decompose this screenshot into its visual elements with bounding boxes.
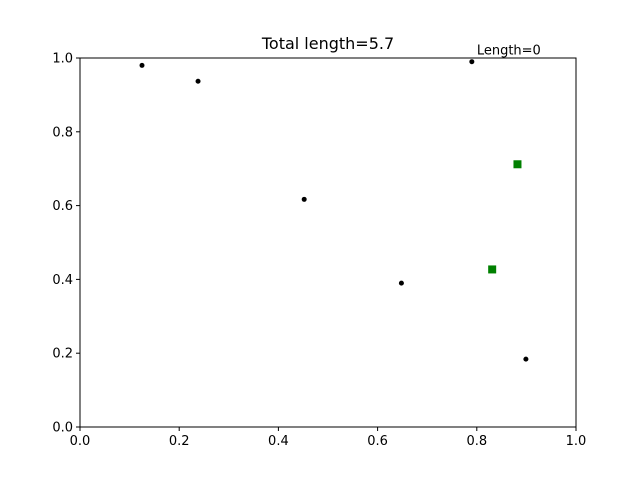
point-marker bbox=[139, 62, 145, 68]
x-tick-label: 0.2 bbox=[169, 434, 190, 449]
point-marker bbox=[469, 59, 475, 65]
axes-frame bbox=[79, 57, 577, 428]
x-axis: 0.0 0.2 0.4 0.6 0.8 1.0 bbox=[70, 427, 587, 449]
y-tick-label: 0.0 bbox=[52, 421, 73, 436]
annotations: Length=0 bbox=[477, 44, 541, 59]
point-annotation: Length=0 bbox=[477, 44, 541, 59]
square-marker bbox=[488, 265, 497, 274]
y-tick-label: 0.4 bbox=[52, 273, 73, 288]
chart-title: Total length=5.7 bbox=[261, 34, 394, 53]
y-axis: 0.0 0.2 0.4 0.6 0.8 1.0 bbox=[52, 52, 80, 436]
square-marker bbox=[513, 160, 522, 169]
x-tick-label: 1.0 bbox=[566, 434, 587, 449]
x-tick-label: 0.6 bbox=[367, 434, 388, 449]
point-marker bbox=[523, 356, 529, 362]
point-marker bbox=[301, 196, 307, 202]
y-tick-label: 0.6 bbox=[52, 199, 73, 214]
y-tick-label: 1.0 bbox=[52, 52, 73, 67]
y-tick-label: 0.8 bbox=[52, 125, 73, 140]
x-tick-label: 0.8 bbox=[466, 434, 487, 449]
x-tick-label: 0.0 bbox=[70, 434, 91, 449]
plot-area bbox=[79, 57, 577, 428]
y-tick-label: 0.2 bbox=[52, 347, 73, 362]
data-points bbox=[139, 59, 529, 362]
point-marker bbox=[195, 78, 201, 84]
x-tick-label: 0.4 bbox=[268, 434, 289, 449]
point-marker bbox=[398, 280, 404, 286]
